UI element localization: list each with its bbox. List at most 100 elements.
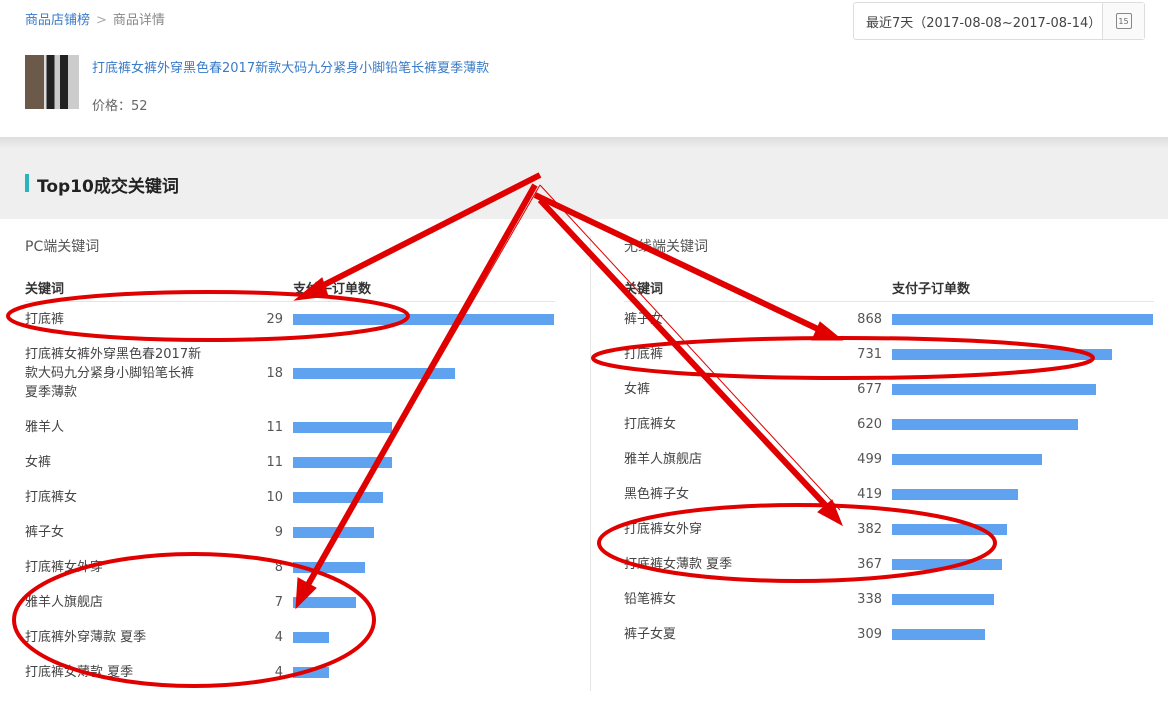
- table-header: 关键词 支付子订单数: [25, 278, 555, 302]
- order-bar: [892, 453, 1043, 465]
- section-title: Top10成交关键词: [37, 177, 179, 197]
- panel-title: PC端关键词: [25, 239, 100, 255]
- order-bar: [892, 558, 1003, 570]
- table-row: 打底裤女裤外穿黑色春2017新款大码九分紧身小脚铅笔长裤夏季薄款 18: [25, 347, 555, 400]
- keyword: 打底裤女外穿: [25, 559, 104, 575]
- table-row: 女裤 11: [25, 452, 555, 472]
- order-count: 868: [857, 311, 882, 327]
- order-count: 367: [857, 556, 882, 572]
- keyword: 打底裤: [25, 311, 65, 327]
- table-row: 裤子女 9: [25, 522, 555, 542]
- order-bar: [293, 456, 392, 468]
- order-count: 338: [857, 591, 882, 607]
- accent-bar: [25, 174, 29, 192]
- keyword: 雅羊人: [25, 419, 65, 435]
- keyword: 铅笔裤女: [624, 591, 677, 607]
- order-count: 499: [857, 451, 882, 467]
- order-count: 7: [274, 594, 283, 610]
- order-count: 18: [266, 365, 283, 381]
- keyword: 雅羊人旗舰店: [624, 451, 703, 467]
- product-thumbnail[interactable]: [25, 55, 79, 109]
- order-bar: [892, 313, 1153, 325]
- table-row: 裤子女夏 309: [624, 624, 1154, 644]
- keyword: 女裤: [25, 454, 52, 470]
- pc-keywords-panel: PC端关键词 关键词 支付子订单数 打底裤 29 打底裤女裤外穿黑色春2017新款大码…: [25, 236, 555, 680]
- keyword: 雅羊人旗舰店: [25, 594, 104, 610]
- order-bar: [892, 418, 1079, 430]
- table-row: 打底裤女 620: [624, 414, 1154, 434]
- table-row: 雅羊人旗舰店 7: [25, 592, 555, 612]
- breadcrumb: 商品店铺榜 > 商品详情: [25, 9, 165, 28]
- breadcrumb-separator: >: [96, 13, 107, 28]
- table-row: 裤子女 868: [624, 309, 1154, 329]
- order-count: 29: [266, 311, 283, 327]
- order-count: 11: [266, 419, 283, 435]
- order-bar: [293, 631, 329, 643]
- order-bar: [293, 526, 374, 538]
- date-range-picker[interactable]: 最近7天（2017-08-08~2017-08-14） 15: [853, 2, 1145, 40]
- divider-shadow: [0, 137, 1168, 149]
- panel-title: 无线端关键词: [624, 239, 708, 255]
- table-row: 打底裤外穿薄款 夏季 4: [25, 627, 555, 647]
- table-row: 打底裤女薄款 夏季 4: [25, 662, 555, 682]
- order-count: 382: [857, 521, 882, 537]
- order-count: 10: [266, 489, 283, 505]
- table-row: 打底裤 731: [624, 344, 1154, 364]
- keyword: 女裤: [624, 381, 651, 397]
- table-header: 关键词 支付子订单数: [624, 278, 1154, 302]
- order-count: 4: [274, 629, 283, 645]
- order-bar: [892, 593, 994, 605]
- table-row: 铅笔裤女 338: [624, 589, 1154, 609]
- table-row: 雅羊人 11: [25, 417, 555, 437]
- order-count: 677: [857, 381, 882, 397]
- keyword: 裤子女: [25, 524, 65, 540]
- calendar-button[interactable]: 15: [1102, 3, 1144, 39]
- keyword: 裤子女: [624, 311, 664, 327]
- date-range-label: 最近7天（2017-08-08~2017-08-14）: [866, 15, 1102, 31]
- table-row: 打底裤女 10: [25, 487, 555, 507]
- table-row: 黑色裤子女 419: [624, 484, 1154, 504]
- order-bar: [293, 666, 329, 678]
- order-bar: [892, 628, 985, 640]
- breadcrumb-current: 商品详情: [112, 13, 165, 28]
- order-bar: [892, 383, 1096, 395]
- table-row: 打底裤女薄款 夏季 367: [624, 554, 1154, 574]
- col-keyword: 关键词: [25, 282, 65, 297]
- mobile-keywords-panel: 无线端关键词 关键词 支付子订单数 裤子女 868 打底裤 731 女裤 677 打底裤女 62…: [624, 236, 1154, 642]
- product-price: 价格：52: [92, 99, 148, 114]
- table-row: 打底裤女外穿 382: [624, 519, 1154, 539]
- keyword: 打底裤女: [25, 489, 78, 505]
- order-count: 4: [274, 664, 283, 680]
- table-row: 雅羊人旗舰店 499: [624, 449, 1154, 469]
- order-count: 309: [857, 626, 882, 642]
- keyword: 裤子女夏: [624, 626, 677, 642]
- order-count: 8: [274, 559, 283, 575]
- order-bar: [892, 348, 1112, 360]
- keyword: 打底裤女裤外穿黑色春2017新款大码九分紧身小脚铅笔长裤夏季薄款: [25, 346, 202, 400]
- calendar-icon: 15: [1115, 13, 1132, 29]
- order-count: 419: [857, 486, 882, 502]
- order-bar: [293, 367, 455, 379]
- order-bar: [293, 596, 356, 608]
- column-divider: [590, 236, 591, 691]
- order-bar: [892, 523, 1007, 535]
- table-row: 打底裤 29: [25, 309, 555, 329]
- order-count: 9: [274, 524, 283, 540]
- table-row: 女裤 677: [624, 379, 1154, 399]
- keyword: 打底裤女薄款 夏季: [25, 664, 134, 680]
- col-orders: 支付子订单数: [892, 282, 971, 297]
- keyword: 打底裤外穿薄款 夏季: [25, 629, 147, 645]
- order-count: 620: [857, 416, 882, 432]
- keyword: 打底裤: [624, 346, 664, 362]
- order-bar: [892, 488, 1018, 500]
- table-row: 打底裤女外穿 8: [25, 557, 555, 577]
- order-bar: [293, 313, 554, 325]
- order-count: 731: [857, 346, 882, 362]
- order-count: 11: [266, 454, 283, 470]
- keyword: 打底裤女: [624, 416, 677, 432]
- keyword: 打底裤女薄款 夏季: [624, 556, 733, 572]
- col-keyword: 关键词: [624, 282, 664, 297]
- col-orders: 支付子订单数: [293, 282, 372, 297]
- product-title-link[interactable]: 打底裤女裤外穿黑色春2017新款大码九分紧身小脚铅笔长裤夏季薄款: [92, 61, 490, 76]
- breadcrumb-parent-link[interactable]: 商品店铺榜: [25, 13, 91, 28]
